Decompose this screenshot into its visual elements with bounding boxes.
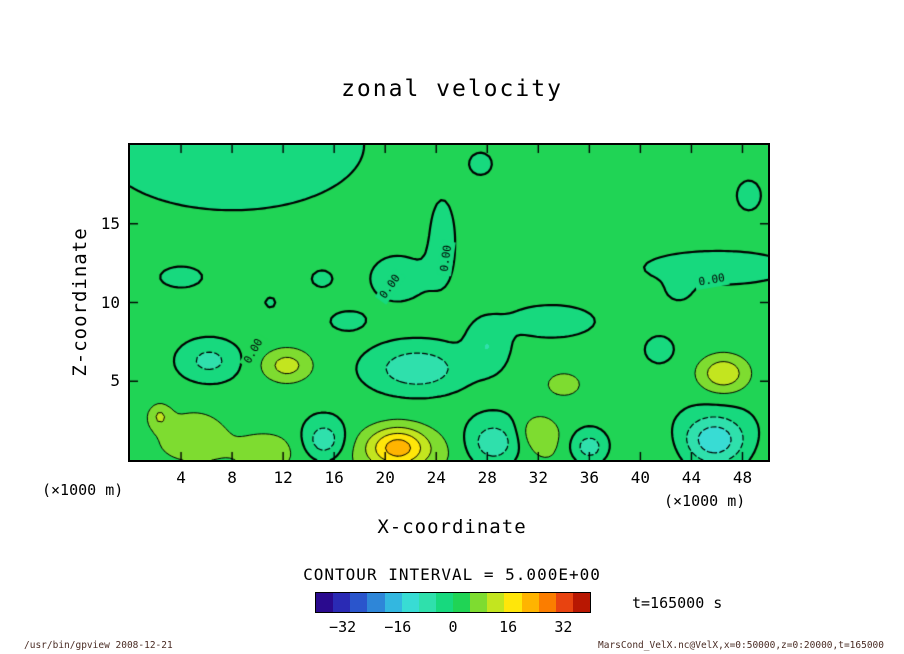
x-tick-label: 16 xyxy=(324,468,344,487)
colorbar-cell xyxy=(350,593,368,612)
footer-command: /usr/bin/gpview 2008-12-21 xyxy=(24,640,173,651)
x-tick-label: 32 xyxy=(528,468,548,487)
colorbar-cell xyxy=(367,593,385,612)
colorbar-cell xyxy=(487,593,505,612)
contour-plot-canvas xyxy=(130,145,768,460)
plot-title: zonal velocity xyxy=(341,76,563,102)
colorbar-cell xyxy=(333,593,351,612)
x-tick-label: 24 xyxy=(426,468,446,487)
x-tick-label: 12 xyxy=(273,468,293,487)
x-axis-unit-label: (×1000 m) xyxy=(664,492,746,510)
plot-frame xyxy=(128,143,770,462)
colorbar-tick-label: −16 xyxy=(384,618,412,636)
x-tick-label: 8 xyxy=(227,468,237,487)
z-tick-label: 10 xyxy=(100,292,120,312)
x-tick-label: 4 xyxy=(176,468,186,487)
time-label: t=165000 s xyxy=(632,594,723,612)
colorbar xyxy=(315,592,591,613)
colorbar-cell xyxy=(435,593,453,612)
x-axis-title: X-coordinate xyxy=(377,516,527,538)
colorbar-cell xyxy=(316,593,334,612)
colorbar-tick-label: −32 xyxy=(329,618,357,636)
colorbar-cell xyxy=(401,593,419,612)
x-tick-label: 40 xyxy=(630,468,651,487)
colorbar-cell xyxy=(572,593,590,612)
colorbar-cell xyxy=(555,593,573,612)
colorbar-cell xyxy=(504,593,522,612)
x-tick-label: 44 xyxy=(681,468,702,487)
z-tick-label: 15 xyxy=(100,213,120,233)
x-tick-label: 48 xyxy=(732,468,753,487)
colorbar-cell xyxy=(521,593,539,612)
colorbar-tick-label: 0 xyxy=(448,618,458,636)
contour-interval-label: CONTOUR INTERVAL = 5.000E+00 xyxy=(303,565,601,584)
colorbar-cell xyxy=(453,593,471,612)
z-tick-label: 5 xyxy=(110,371,120,391)
x-tick-label: 28 xyxy=(477,468,497,487)
colorbar-cell xyxy=(384,593,402,612)
x-tick-label: 36 xyxy=(579,468,599,487)
footer-source: MarsCond_VelX.nc@VelX,x=0:50000,z=0:2000… xyxy=(598,640,884,651)
colorbar-cell xyxy=(538,593,556,612)
colorbar-cell xyxy=(470,593,488,612)
z-axis-unit-label: (×1000 m) xyxy=(42,481,124,499)
x-tick-label: 20 xyxy=(375,468,395,487)
colorbar-tick-label: 16 xyxy=(499,618,518,636)
colorbar-cell xyxy=(418,593,436,612)
colorbar-tick-label: 32 xyxy=(554,618,573,636)
